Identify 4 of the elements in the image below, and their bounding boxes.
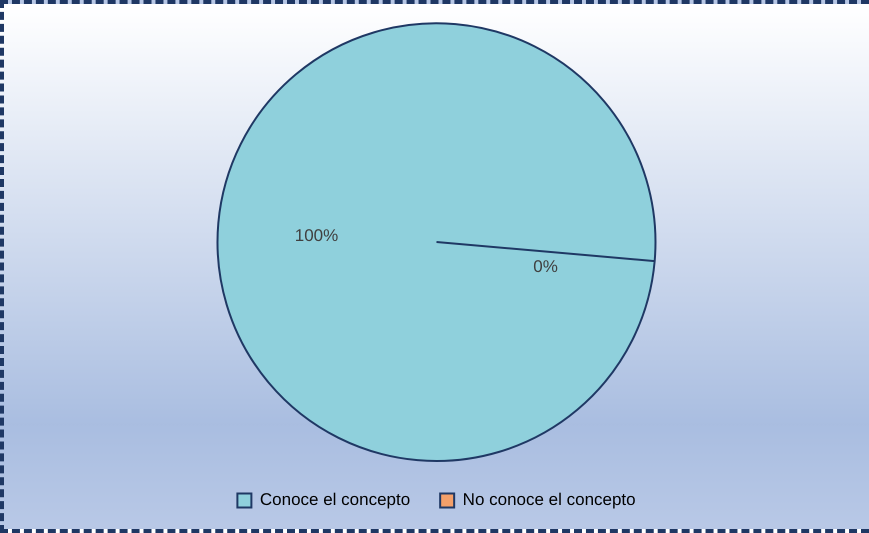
data-label: 100% [294,226,338,246]
text: 0% [533,257,558,276]
legend-label: No conoce el concepto [462,490,636,510]
legend-label: Conoce el concepto [260,490,410,510]
